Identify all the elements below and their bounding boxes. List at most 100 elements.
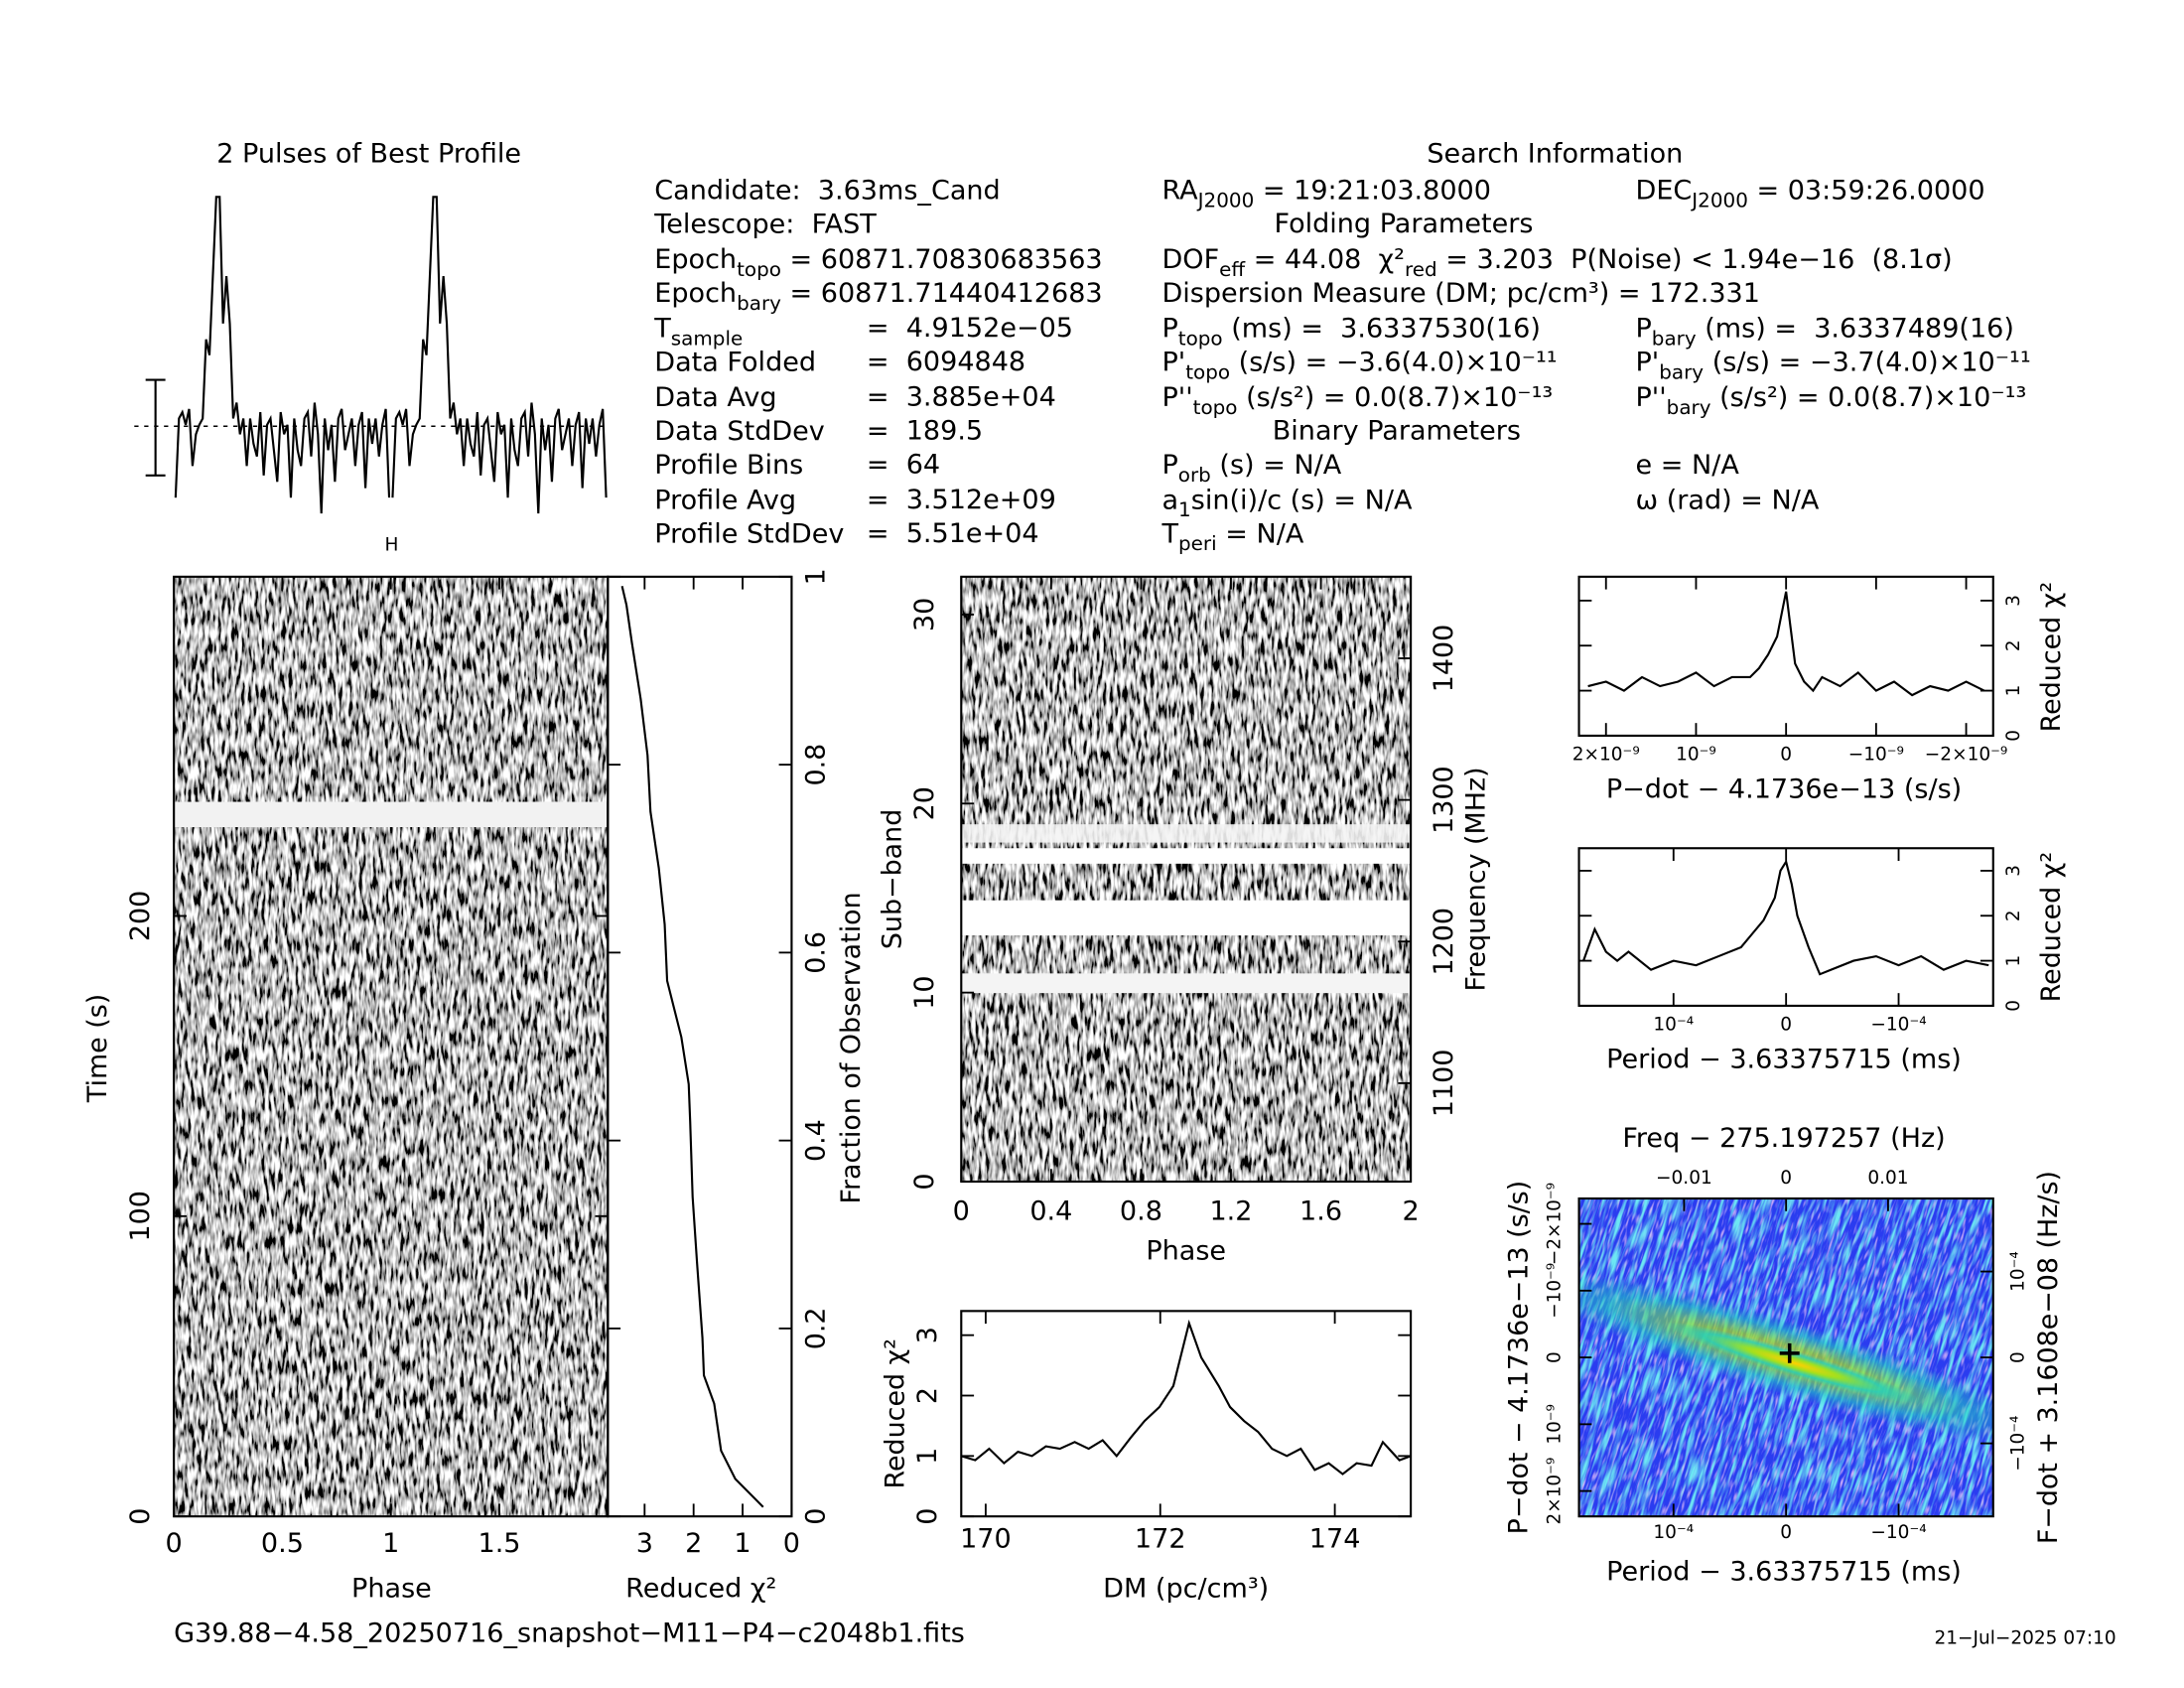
chi2-curve <box>960 1319 1412 1476</box>
tick-label: 3 <box>912 1327 943 1343</box>
tick-label: 2 <box>912 1387 943 1404</box>
info-text: Profile Bins <box>654 449 803 480</box>
info-text: (s/s²) = 0.0(8.7)×10⁻¹³ <box>1711 381 2027 412</box>
info-line: Tsample <box>653 313 743 350</box>
y-axis-label: Reduced χ² <box>2036 582 2067 732</box>
info-line: Profile Avg <box>654 485 796 515</box>
tick-label: −2×10⁻⁹ <box>1544 1183 1565 1265</box>
tick-label: 0.2 <box>800 1308 831 1350</box>
info-value: = 3.885e+04 <box>867 381 1056 412</box>
tick-label: 0 <box>1780 1168 1792 1189</box>
info-line: Data StdDev <box>654 415 825 446</box>
plot-frame <box>1577 575 1994 737</box>
tick-label: 1 <box>382 1528 399 1559</box>
info-text: Epoch <box>654 278 737 309</box>
subscript: J2000 <box>1196 189 1255 211</box>
noise-texture <box>174 576 609 1517</box>
subscript: bary <box>1659 360 1704 383</box>
info-text: = 44.08 χ² <box>1245 244 1405 275</box>
info-text: e = N/A <box>1636 449 1740 480</box>
subband-phase-image <box>961 576 1412 1182</box>
tick-label: −2×10⁻⁹ <box>1925 745 2008 766</box>
subscript: topo <box>1193 395 1238 418</box>
info-text: a <box>1161 485 1178 515</box>
tick-label: 0 <box>800 1508 831 1525</box>
tick-label: 0.4 <box>800 1119 831 1162</box>
info-text: Dispersion Measure (DM; pc/cm³) = 172.33… <box>1161 278 1759 309</box>
info-text: (s/s) = −3.6(4.0)×10⁻¹¹ <box>1230 347 1558 377</box>
subscript: eff <box>1219 258 1246 281</box>
tick-label: −10⁻⁹ <box>1544 1263 1565 1319</box>
tick-label: 1 <box>2003 685 2024 697</box>
info-line: RAJ2000 = 19:21:03.8000 <box>1161 175 1490 211</box>
info-text: sin(i)/c (s) = N/A <box>1191 485 1413 515</box>
tick-label: 200 <box>125 891 156 941</box>
info-line: Dispersion Measure (DM; pc/cm³) = 172.33… <box>1161 278 1759 309</box>
info-text: Profile StdDev <box>654 518 844 549</box>
tick-label: 2×10⁻⁹ <box>1544 1458 1565 1525</box>
x-axis-label: Phase <box>351 1573 432 1604</box>
search-title: Search Information <box>1427 138 1683 169</box>
tick-label: 170 <box>960 1524 1012 1555</box>
info-text: P'' <box>1636 381 1667 412</box>
tick-label: 0 <box>909 1173 940 1190</box>
tick-label: 0.8 <box>1120 1196 1162 1227</box>
tick-label: 10⁻⁴ <box>1653 1015 1694 1036</box>
plot-frame <box>960 575 1413 1184</box>
tick-label: 1300 <box>1429 766 1459 833</box>
chart-title: Freq − 275.197257 (Hz) <box>1622 1123 1945 1154</box>
info-line: ω (rad) = N/A <box>1636 485 1820 515</box>
info-line: Porb (s) = N/A <box>1161 449 1341 486</box>
folding-title: Folding Parameters <box>1274 209 1533 239</box>
info-text: = N/A <box>1217 518 1304 549</box>
tick-label: −10⁻⁴ <box>2007 1416 2028 1472</box>
tick-label: 2 <box>2003 910 2024 921</box>
masked-band <box>961 900 1412 936</box>
subscript: peri <box>1178 532 1217 555</box>
tick-label: 10⁻⁹ <box>1544 1404 1565 1445</box>
subscript: topo <box>737 258 781 281</box>
info-line: Pbary (ms) = 3.6337489(16) <box>1636 313 2014 350</box>
tick-label: 3 <box>636 1528 653 1559</box>
x-axis-label: DM (pc/cm³) <box>1103 1573 1269 1604</box>
tick-label: 100 <box>125 1191 156 1241</box>
tick-label: 10⁻⁹ <box>1676 745 1716 766</box>
subscript: J2000 <box>1690 189 1748 211</box>
info-line: P''bary (s/s²) = 0.0(8.7)×10⁻¹³ <box>1636 381 2027 418</box>
info-text: Epoch <box>654 244 737 275</box>
chart-title: 2 Pulses of Best Profile <box>216 138 521 169</box>
profile-marker: H <box>384 535 398 556</box>
x-axis-label: Reduced χ² <box>625 1573 776 1604</box>
tick-label: 0.8 <box>800 744 831 786</box>
info-text: P'' <box>1161 381 1192 412</box>
y-axis-label: Reduced χ² <box>880 1338 910 1488</box>
chi2-curve <box>1582 859 1989 976</box>
masked-band <box>961 973 1412 994</box>
tick-label: 172 <box>1135 1524 1186 1555</box>
info-text: = 60871.70830683563 <box>781 244 1103 275</box>
tick-label: 0.4 <box>1029 1196 1072 1227</box>
profile-line <box>174 196 391 514</box>
info-line: a1sin(i)/c (s) = N/A <box>1161 485 1413 521</box>
info-text: = 60871.71440412683 <box>781 278 1103 309</box>
tick-label: 0.5 <box>261 1528 304 1559</box>
y2-axis-label: Frequency (MHz) <box>1460 767 1491 991</box>
profile-line <box>391 196 608 514</box>
plot-frame <box>960 1310 1413 1518</box>
info-value: = 189.5 <box>867 415 983 446</box>
tick-label: 2 <box>1402 1196 1419 1227</box>
info-text: P <box>1636 313 1652 344</box>
tick-label: 1 <box>800 568 831 585</box>
info-text: DEC <box>1636 175 1693 206</box>
subscript: sample <box>671 327 743 350</box>
x-axis-label: P−dot − 4.1736e−13 (s/s) <box>1606 774 1962 805</box>
subscript: 1 <box>1178 498 1191 521</box>
info-text: P' <box>1161 347 1185 377</box>
masked-band <box>174 801 609 827</box>
tick-label: 30 <box>909 598 940 632</box>
tick-label: 0 <box>783 1528 800 1559</box>
info-line: DECJ2000 = 03:59:26.0000 <box>1636 175 1985 211</box>
tick-label: 0 <box>166 1528 183 1559</box>
